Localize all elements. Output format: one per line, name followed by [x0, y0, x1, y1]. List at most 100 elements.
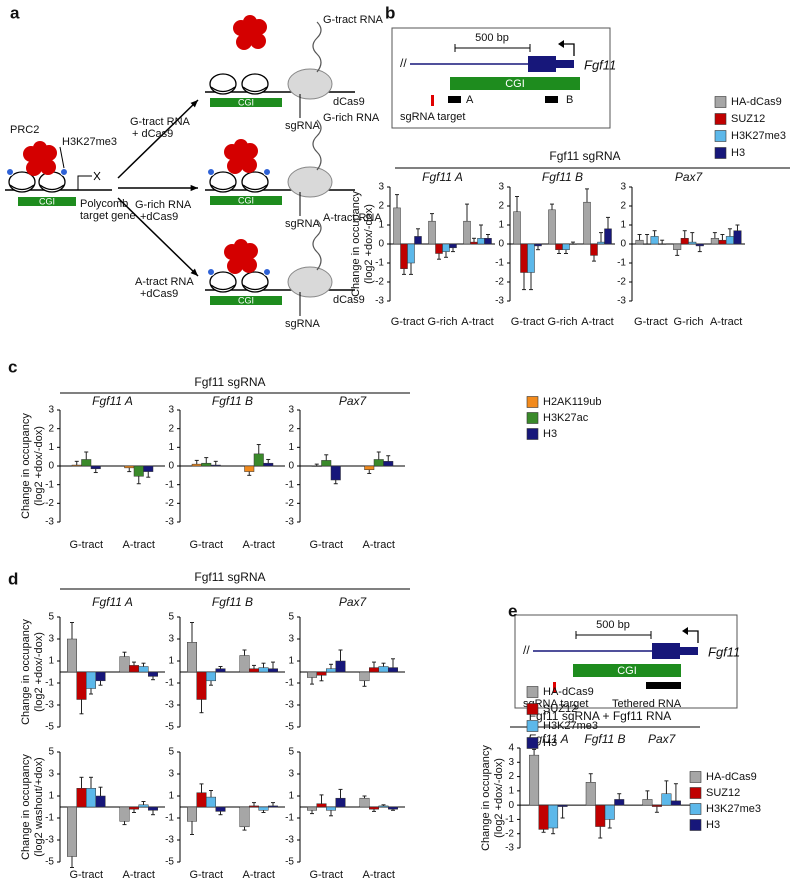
y-tick-label: 5 — [48, 747, 54, 758]
bar — [359, 671, 370, 682]
legend-label: SUZ12 — [543, 703, 577, 715]
series — [330, 455, 394, 485]
arrow-label: G-tract RNA — [130, 116, 191, 128]
bar — [555, 243, 563, 250]
bar — [378, 666, 389, 673]
y-tick-label: 2 — [498, 201, 504, 212]
bar — [733, 230, 742, 245]
nucleosome-wrap — [210, 184, 236, 191]
prc2-label: PRC2 — [10, 124, 39, 136]
gene-name: Fgf11 — [584, 57, 616, 72]
sgrna-site — [431, 95, 434, 106]
bar — [595, 804, 606, 827]
series — [326, 804, 389, 817]
y-tick-label: 1 — [620, 220, 626, 231]
scale-label: 500 bp — [596, 619, 630, 631]
bar — [239, 806, 250, 828]
y-tick-label: -3 — [617, 296, 626, 307]
tss-head — [682, 627, 688, 635]
bar — [527, 243, 535, 273]
bar — [330, 465, 341, 481]
y-tick-label: 5 — [288, 612, 294, 623]
series — [538, 804, 662, 839]
y-tick-label: 2 — [378, 201, 384, 212]
bar — [187, 806, 197, 822]
bar — [86, 788, 96, 808]
y-tick-label: -2 — [495, 277, 504, 288]
cgi-label: CGI — [238, 97, 254, 107]
methyl-mark — [60, 168, 68, 176]
y-tick-label: 1 — [168, 442, 174, 453]
series — [407, 224, 485, 275]
panel-header: Fgf11 sgRNA — [549, 149, 620, 163]
y-tick-label: -2 — [505, 828, 514, 839]
series — [206, 790, 269, 813]
series — [71, 460, 135, 473]
bar — [661, 793, 672, 806]
series — [658, 224, 742, 253]
chart-title: Fgf11 A — [92, 394, 133, 408]
bar — [86, 671, 96, 689]
chart-title: Pax7 — [675, 170, 704, 184]
rna — [312, 219, 322, 271]
bar — [316, 803, 327, 808]
bar — [393, 207, 401, 245]
bar — [520, 243, 528, 273]
mark-label: H3K27me3 — [62, 136, 117, 148]
legend-swatch — [714, 147, 727, 159]
x-tick-label: A-tract — [363, 869, 395, 881]
y-tick-label: 1 — [288, 442, 294, 453]
methyl-mark — [263, 168, 271, 176]
legend-swatch — [714, 113, 727, 125]
bar — [249, 668, 259, 673]
x-tick-label: A-tract — [123, 869, 155, 881]
series — [513, 188, 591, 245]
y-tick-label: -3 — [45, 517, 54, 528]
y-tick-label: 3 — [498, 182, 504, 193]
site — [545, 96, 558, 103]
y-tick-label: 1 — [498, 220, 504, 231]
methyl-mark — [207, 268, 215, 276]
bar — [307, 671, 317, 678]
diagram-frame — [514, 614, 738, 709]
bar — [215, 668, 226, 673]
y-tick-label: -5 — [45, 857, 54, 868]
bar — [725, 236, 734, 245]
legend-swatch — [526, 412, 539, 424]
y-tick-label: 1 — [168, 656, 174, 667]
y-tick-label: -2 — [285, 498, 294, 509]
exon — [652, 643, 680, 659]
y-tick-label: -1 — [45, 479, 54, 490]
y-tick-label: -1 — [165, 813, 174, 824]
panel-header: Fgf11 sgRNA — [194, 570, 265, 584]
y-tick-label: 0 — [620, 239, 626, 250]
y-axis-label: Change in occupancy — [480, 745, 492, 851]
bar — [562, 243, 570, 250]
bar — [263, 462, 274, 467]
y-tick-label: -5 — [165, 857, 174, 868]
legend-label: H3 — [543, 737, 557, 749]
prc2-complex — [33, 141, 47, 155]
bar — [307, 806, 317, 811]
cgi — [18, 197, 76, 206]
bar — [604, 228, 612, 245]
bar — [244, 465, 255, 472]
bar — [133, 465, 144, 477]
tss — [684, 630, 699, 643]
legend-label: H3K27me3 — [543, 720, 598, 732]
bar — [129, 665, 139, 673]
bar — [442, 243, 450, 252]
nucleosome — [241, 73, 269, 95]
arrow-label: +dCas9 — [140, 288, 178, 300]
y-tick-label: 3 — [620, 182, 626, 193]
y-tick-label: -3 — [165, 700, 174, 711]
bar — [335, 660, 346, 673]
arrow-label: + dCas9 — [132, 128, 173, 140]
panel-letter: d — [8, 569, 18, 588]
rna-label: G-rich RNA — [323, 112, 380, 124]
y-axis-label: Change in occupancy — [20, 754, 32, 860]
series — [201, 444, 264, 467]
y-tick-label: 3 — [48, 405, 54, 416]
